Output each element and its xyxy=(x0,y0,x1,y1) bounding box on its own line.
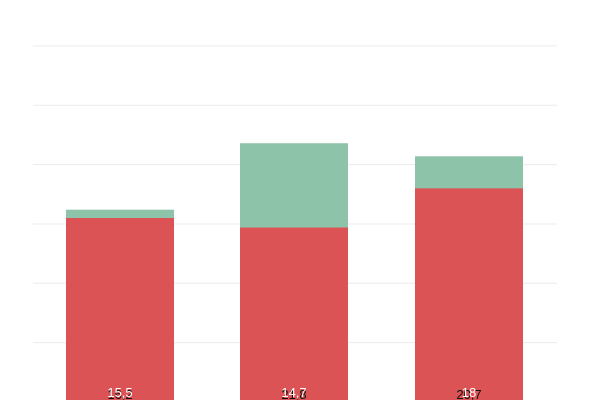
data-label-red-1: 15,5 xyxy=(107,385,132,400)
data-label-red-2: 14,7 xyxy=(281,385,306,400)
data-labels: 16,215,5 21,814,7 20,718 xyxy=(107,385,481,400)
bars xyxy=(66,143,523,400)
bar-segment-red-2 xyxy=(240,227,348,400)
data-label-green-1: 16,2 xyxy=(107,387,132,400)
bar-segment-red-1 xyxy=(66,218,174,400)
data-label-green-3: 20,7 xyxy=(456,387,481,400)
bar-segment-red-3 xyxy=(415,188,523,400)
data-label-red-3: 18 xyxy=(462,385,476,400)
data-label-green-2: 21,8 xyxy=(281,387,306,400)
